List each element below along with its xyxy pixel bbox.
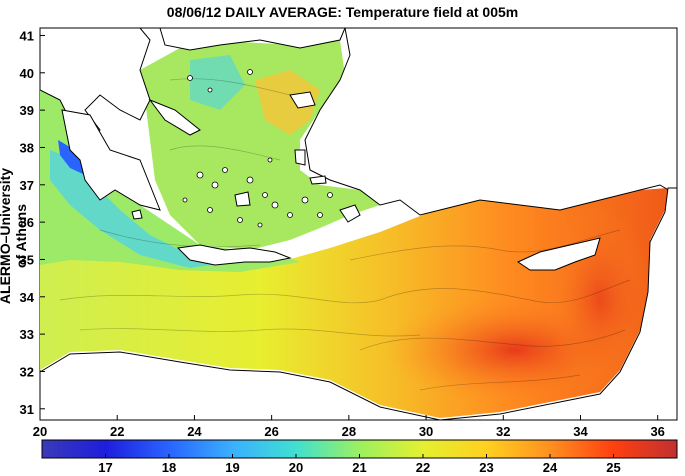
y-tick-label: 39	[20, 103, 34, 118]
land-chios	[294, 149, 306, 166]
land-egypt-east	[439, 187, 678, 421]
land-lesvos	[289, 91, 316, 109]
land-cyprus	[516, 237, 601, 271]
colorbar-tick-label: 22	[416, 460, 430, 475]
land-peloponnese	[61, 109, 161, 211]
land-masses	[39, 27, 678, 421]
colorbar-tick-label: 21	[352, 460, 366, 475]
x-tick-label: 28	[342, 424, 356, 439]
x-tick-label: 32	[496, 424, 510, 439]
y-tick-label: 36	[20, 215, 34, 230]
y-tick-label: 38	[20, 140, 34, 155]
colorbar-tick-label: 19	[225, 460, 239, 475]
y-tick-label: 31	[20, 402, 34, 417]
isotherm-contours	[59, 78, 631, 391]
y-tick-label: 41	[20, 28, 34, 43]
land-turkey	[304, 27, 678, 216]
aegean-warm-patch	[255, 70, 320, 135]
y-tick-label: 35	[20, 252, 34, 267]
land-evia	[148, 98, 201, 136]
y-tick-label: 37	[20, 178, 34, 193]
land-crete	[176, 244, 292, 266]
x-tick-label: 26	[264, 424, 278, 439]
x-tick-label: 20	[33, 424, 47, 439]
y-tick-label: 34	[20, 290, 35, 305]
sea-surface-field	[40, 40, 668, 418]
y-tick-label: 33	[20, 327, 34, 342]
x-tick-label: 36	[650, 424, 664, 439]
colorbar-tick-label: 25	[606, 460, 620, 475]
x-tick-label: 30	[419, 424, 433, 439]
colorbar-tick-label: 17	[98, 460, 112, 475]
land-rhodes	[339, 204, 361, 223]
y-tick-label: 32	[20, 364, 34, 379]
x-tick-label: 24	[187, 424, 202, 439]
colorbar-tick-label: 18	[162, 460, 176, 475]
map-title: 08/06/12 DAILY AVERAGE: Temperature fiel…	[166, 4, 519, 20]
x-axis: 20 22 24 26 28 30 32 34 36	[33, 415, 665, 439]
colorbar-tick-label: 23	[479, 460, 493, 475]
x-tick-label: 34	[573, 424, 588, 439]
x-tick-label: 22	[110, 424, 124, 439]
land-libya-egypt	[39, 351, 441, 421]
y-tick-label: 40	[20, 66, 34, 81]
small-islands	[182, 69, 333, 228]
y-axis: 31 32 33 34 35 36 37 38 39 40 41	[20, 28, 45, 417]
land-kythira	[131, 209, 143, 220]
land-naxos	[234, 191, 251, 207]
land-samos	[309, 175, 327, 185]
colorbar-tick-label: 20	[289, 460, 303, 475]
colorbar-tick-label: 24	[543, 460, 558, 475]
land-thrace	[159, 27, 346, 51]
colorbar-ticks: 17 18 19 20 21 22 23 24 25	[98, 454, 621, 475]
aegean-cool-patch	[190, 55, 245, 110]
colorbar: 17 18 19 20 21 22 23 24 25	[41, 439, 678, 475]
